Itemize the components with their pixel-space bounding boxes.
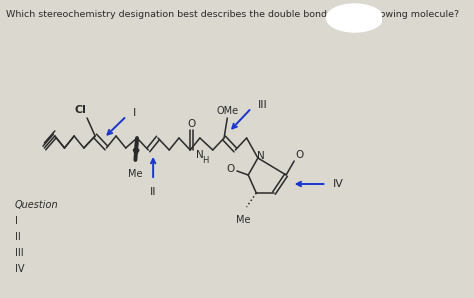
Text: N: N — [257, 151, 265, 161]
Text: O: O — [227, 164, 235, 174]
Text: O: O — [187, 119, 195, 129]
Text: Question: Question — [15, 200, 58, 210]
Text: Me: Me — [128, 169, 143, 179]
Text: Which stereochemistry designation best describes the double bonds in the followi: Which stereochemistry designation best d… — [7, 10, 460, 19]
Ellipse shape — [327, 4, 383, 32]
Text: IV: IV — [15, 264, 24, 274]
Text: OMe: OMe — [216, 106, 238, 116]
Text: II: II — [15, 232, 20, 242]
Text: III: III — [258, 100, 268, 110]
Text: N: N — [196, 150, 204, 160]
Text: II: II — [150, 187, 156, 197]
Text: Cl: Cl — [75, 105, 87, 115]
Text: Me: Me — [236, 215, 251, 225]
Text: III: III — [15, 248, 23, 258]
Text: H: H — [202, 156, 209, 165]
Text: I: I — [133, 108, 136, 118]
Text: I: I — [15, 216, 18, 226]
Text: O: O — [295, 150, 303, 160]
Text: IV: IV — [333, 179, 344, 189]
